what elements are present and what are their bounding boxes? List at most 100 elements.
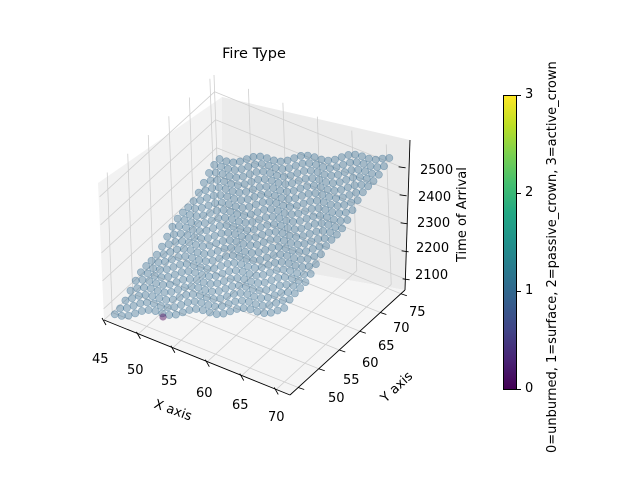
scatter-point [269, 156, 278, 165]
scatter-point [292, 201, 301, 210]
scatter-point [260, 175, 269, 183]
scatter-point [293, 240, 302, 249]
scatter-point [273, 235, 282, 244]
scatter-point [369, 177, 378, 185]
scatter-point [324, 220, 333, 229]
scatter-point [294, 176, 303, 185]
scatter-point [311, 189, 320, 198]
scatter-point [320, 234, 329, 243]
scatter-point [168, 222, 177, 231]
scatter-point [199, 211, 208, 220]
scatter-point [228, 251, 237, 260]
scatter-point [175, 293, 184, 302]
scatter-point [326, 200, 335, 209]
scatter-point [210, 160, 219, 169]
scatter-point [216, 262, 225, 270]
scatter-point [237, 260, 246, 269]
scatter-point [232, 173, 241, 182]
scatter-point [340, 200, 349, 209]
scatter-point [230, 258, 239, 267]
scatter-point [161, 257, 169, 266]
scatter-point [167, 255, 176, 264]
scatter-point [289, 281, 298, 290]
y-axis-line [289, 289, 406, 396]
scatter-point [222, 157, 231, 166]
scatter-point [289, 217, 297, 226]
scatter-point [328, 179, 337, 188]
scatter-point [190, 233, 199, 242]
scatter-point [241, 282, 250, 291]
scatter-point [373, 163, 382, 172]
scatter-point [293, 269, 301, 277]
scatter-point [220, 277, 228, 286]
scatter-point [323, 185, 332, 194]
scatter-point [319, 163, 327, 171]
scatter-point [234, 245, 242, 254]
scatter-point [334, 170, 342, 179]
scatter-point [271, 163, 280, 172]
scatter-point [371, 155, 380, 164]
scatter-point [301, 174, 310, 183]
scatter-point [317, 155, 326, 164]
scatter-point [296, 151, 305, 160]
scatter-point [169, 263, 178, 271]
scatter-point [332, 194, 340, 203]
scatter-point [189, 197, 198, 205]
scatter-point [173, 245, 181, 254]
z-tick: 2300 [417, 216, 451, 231]
scatter-point [272, 298, 280, 307]
scatter-point [236, 289, 245, 297]
scatter-point [204, 201, 213, 210]
scatter-point [290, 154, 299, 162]
scatter-point [254, 248, 263, 257]
scatter-point [359, 159, 368, 168]
scatter-point [256, 223, 265, 232]
scatter-point [218, 237, 227, 245]
scatter-point [280, 304, 289, 312]
scatter-point [302, 247, 310, 256]
scatter-point [284, 259, 293, 268]
scatter-point [154, 258, 163, 267]
scatter-point [227, 179, 235, 188]
scatter-point [252, 168, 261, 176]
scatter-point [208, 256, 217, 265]
scatter-point [212, 310, 221, 318]
scatter-point [313, 196, 321, 205]
scatter-point [153, 286, 162, 295]
scatter-point [243, 195, 252, 204]
scatter-point [231, 297, 240, 306]
x-tick: 45 [92, 352, 109, 367]
scatter-point [296, 255, 305, 264]
scatter-point [329, 215, 338, 224]
scatter-point [250, 192, 259, 201]
scatter-point [278, 229, 287, 238]
scatter-point [353, 196, 362, 205]
scatter-point [378, 154, 387, 163]
scatter-point [338, 193, 347, 202]
scatter-point [306, 197, 315, 206]
scatter-point [222, 252, 230, 260]
cbar-tick-label: 0 [525, 381, 534, 396]
scatter-point [314, 204, 323, 213]
scatter-point [248, 285, 257, 293]
scatter-point [144, 306, 153, 314]
scatter-point [288, 179, 296, 188]
scatter-point [300, 167, 308, 175]
scatter-point [150, 271, 159, 280]
scatter-point [165, 280, 174, 289]
scatter-point [178, 237, 187, 246]
scatter-point [212, 239, 221, 248]
back-pane [222, 97, 410, 290]
scatter-point [178, 308, 187, 317]
scatter-point [263, 293, 272, 302]
scatter-point [167, 287, 176, 296]
scatter-point [336, 216, 345, 225]
scatter-point [319, 226, 327, 235]
scatter-point [140, 283, 148, 292]
scatter-point [313, 168, 322, 177]
scatter-point [165, 311, 174, 319]
scatter-point [164, 272, 173, 281]
scatter-point [332, 230, 341, 239]
scatter-point [243, 226, 252, 235]
scatter-point [274, 178, 283, 187]
